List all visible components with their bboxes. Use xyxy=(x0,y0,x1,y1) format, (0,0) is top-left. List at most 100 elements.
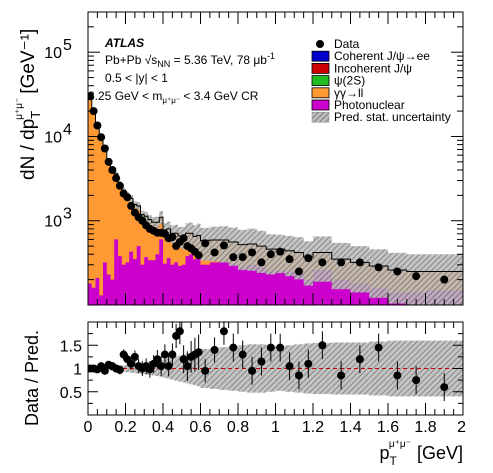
upper-uncertainty-bin xyxy=(350,246,370,293)
ratio-point xyxy=(304,359,313,368)
ratio-uncertainty-bin xyxy=(133,363,137,374)
upper-uncertainty-bin xyxy=(228,227,238,266)
y-tick-exponent: 5 xyxy=(63,37,72,54)
legend-label: Pred. stat. uncertainty xyxy=(334,110,451,124)
data-point xyxy=(318,258,327,267)
data-point xyxy=(374,263,383,272)
legend-label: Photonuclear xyxy=(334,98,405,112)
upper-uncertainty-bin xyxy=(303,241,313,286)
ratio-point xyxy=(160,350,169,359)
ratio-data-points xyxy=(88,322,449,402)
x-tick-label: 0 xyxy=(84,419,93,436)
data-point xyxy=(168,233,177,242)
x-tick-label: 1.2 xyxy=(302,419,324,436)
stack--ll xyxy=(88,96,463,305)
ratio-point xyxy=(276,343,285,352)
rapidity-range-label: 0.5 < |y| < 1 xyxy=(105,71,168,85)
ratio-point xyxy=(440,383,449,392)
ratio-point xyxy=(168,350,177,359)
ratio-point xyxy=(238,350,247,359)
ratio-uncertainty-bin xyxy=(163,359,167,378)
upper-uncertainty-bin xyxy=(159,211,163,225)
mass-window-label: 3.25 GeV < mμ⁺μ⁻ < 3.4 GeV CR xyxy=(88,89,259,105)
data-point xyxy=(257,258,266,267)
y-tick-exponent: 3 xyxy=(63,206,72,223)
ratio-y-tick-label: 1 xyxy=(73,362,82,379)
upper-y-axis-label: dN / dpTμ⁺μ⁻[GeV⁻¹] xyxy=(14,29,43,180)
lower-y-axis-label: Data / Pred. xyxy=(22,330,42,426)
legend-swatch xyxy=(311,111,330,123)
ratio-y-tick-label: 0.5 xyxy=(60,385,82,402)
ratio-point xyxy=(248,366,257,375)
legend-swatch xyxy=(311,75,330,86)
x-tick-label: 1.4 xyxy=(339,419,361,436)
legend-swatch xyxy=(311,87,330,99)
legend-label: γγ→ll xyxy=(334,86,363,100)
y-tick-label: 10 xyxy=(44,214,62,231)
legend-label: Incoherent J/ψ xyxy=(334,61,412,75)
x-tick-label: 0.2 xyxy=(114,419,136,436)
data-point xyxy=(440,275,449,284)
data-point xyxy=(393,267,402,276)
ratio-y-tick-label: 1.5 xyxy=(60,338,82,355)
legend-label: Data xyxy=(334,37,360,51)
ratio-point xyxy=(153,355,162,364)
data-point xyxy=(294,267,303,276)
ratio-point xyxy=(127,359,136,368)
upper-uncertainty-bin xyxy=(238,229,248,271)
ratio-point xyxy=(294,371,303,380)
ratio-point xyxy=(337,371,346,380)
data-point xyxy=(104,157,113,166)
x-tick-label: 1.6 xyxy=(377,419,399,436)
upper-uncertainty-bin xyxy=(189,222,193,249)
lower-axis-ticks: 0 0.2 0.4 0.6 0.8 1 1.2 1.4 1.6 1.8 2 0.5 1 1.5 xyxy=(60,321,466,436)
ratio-uncertainty-bin xyxy=(174,356,178,381)
x-tick-label: 0.8 xyxy=(227,419,249,436)
data-point xyxy=(97,133,106,142)
ratio-point xyxy=(374,343,383,352)
data-point xyxy=(355,258,364,267)
upper-uncertainty-bin xyxy=(388,252,407,304)
upper-uncertainty-bin xyxy=(196,223,201,253)
legend-swatch xyxy=(311,50,330,62)
collision-info-label: Pb+Pb √sNN = 5.36 TeV, 78 μb-1 xyxy=(105,51,275,69)
ratio-point xyxy=(100,366,109,375)
ratio-point xyxy=(183,362,192,371)
upper-data-points xyxy=(88,92,449,284)
data-point xyxy=(201,239,210,248)
x-tick-label: 0.4 xyxy=(152,419,174,436)
ratio-point xyxy=(210,345,219,354)
ratio-uncertainty-bin xyxy=(125,364,130,373)
data-point xyxy=(93,121,102,130)
data-point xyxy=(194,251,203,260)
data-point xyxy=(229,253,238,262)
data-point xyxy=(210,248,219,257)
data-point xyxy=(123,193,132,202)
upper-uncertainty-bin xyxy=(185,223,190,248)
upper-uncertainty-bin xyxy=(174,224,178,245)
ratio-point xyxy=(179,355,188,364)
ratio-point xyxy=(201,366,210,375)
ratio-point xyxy=(130,352,139,361)
legend-label: ψ(2S) xyxy=(334,74,365,88)
experiment-label: ATLAS xyxy=(104,36,144,50)
data-point xyxy=(108,166,117,175)
upper-uncertainty-bin xyxy=(166,221,171,238)
ratio-point xyxy=(115,365,124,374)
ratio-point xyxy=(266,343,275,352)
data-point xyxy=(285,255,294,264)
ratio-point xyxy=(393,371,402,380)
legend-label: Coherent J/ψ→ee xyxy=(334,49,430,63)
data-point xyxy=(266,250,275,259)
x-axis-label: pTμ⁺μ⁻ [GeV] xyxy=(380,439,463,468)
ratio-uncertainty-bin xyxy=(228,346,238,391)
data-point xyxy=(248,248,257,257)
upper-uncertainty-bin xyxy=(256,230,267,273)
data-point xyxy=(219,241,228,250)
x-tick-label: 1 xyxy=(271,419,280,436)
legend-swatch xyxy=(311,63,330,74)
x-tick-label: 2 xyxy=(457,419,466,436)
